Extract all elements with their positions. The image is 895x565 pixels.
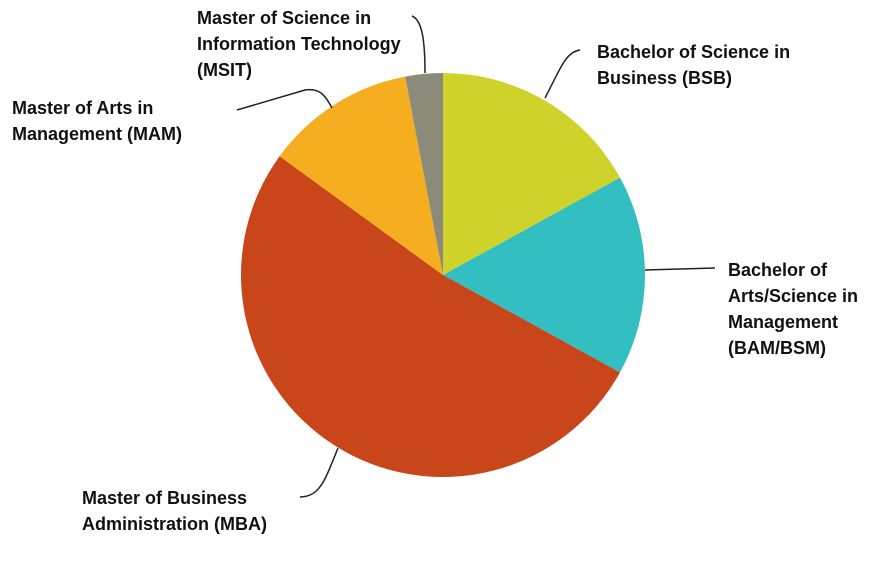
pie-slice <box>405 73 443 275</box>
slice-label: Bachelor of Science in Business (BSB) <box>597 42 791 88</box>
pie-slice <box>279 76 443 275</box>
slice-label: Master of Business Administration (MBA) <box>82 488 267 534</box>
leader-line <box>411 15 426 74</box>
slice-label: Bachelor of Arts/Science in Management (… <box>728 260 859 358</box>
pie-slice <box>241 156 621 477</box>
pie-slice <box>443 177 645 373</box>
pie-slice <box>443 73 621 275</box>
slice-label: Master of Science in Information Technol… <box>197 8 401 80</box>
leader-line <box>644 267 716 271</box>
slice-label: Master of Arts in Management (MAM) <box>12 98 182 144</box>
leader-line <box>299 447 339 498</box>
leader-line <box>544 49 581 99</box>
leader-line <box>236 88 333 111</box>
